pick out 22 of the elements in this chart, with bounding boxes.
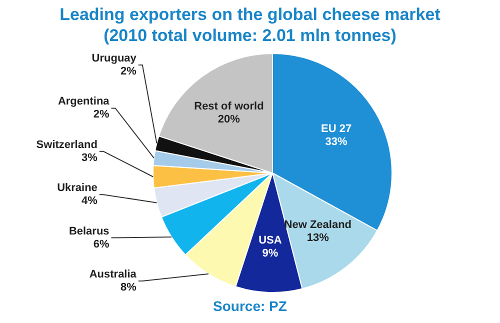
slice-label: Switzerland xyxy=(36,138,98,151)
slice-label: EU 27 xyxy=(320,122,352,135)
chart-title: Leading exporters on the global cheese market (2010 total volume: 2.01 mln tonnes) xyxy=(58,4,442,47)
data-label: 8% xyxy=(120,282,137,294)
slice-label: Uruguay xyxy=(92,52,138,65)
data-label: 33% xyxy=(325,136,348,148)
data-label: 13% xyxy=(306,232,330,244)
data-label: 3% xyxy=(82,152,98,164)
slice-label: Argentina xyxy=(58,96,110,108)
data-label: 9% xyxy=(262,248,278,260)
slice-label: Rest of world xyxy=(194,100,264,113)
source-note: Source: PZ xyxy=(213,298,287,314)
data-label: 2% xyxy=(93,108,110,121)
slice-label: New Zealand xyxy=(284,219,352,232)
data-label: 2% xyxy=(120,66,137,78)
slice-label: Belarus xyxy=(68,225,110,238)
data-label: 4% xyxy=(82,195,98,208)
data-label: 20% xyxy=(218,114,240,126)
slice-label: Ukraine xyxy=(57,182,98,194)
data-label: 6% xyxy=(93,238,110,250)
slice-label: USA xyxy=(258,234,282,247)
slice-label: Australia xyxy=(89,268,138,281)
